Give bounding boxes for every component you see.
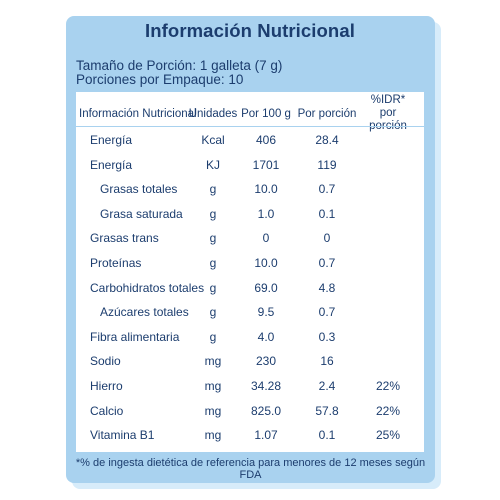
nutrient-unit: g xyxy=(209,206,217,221)
nutrient-name: Sodio xyxy=(90,354,121,369)
header-units: Unidades xyxy=(188,108,238,120)
footnote: *% de ingesta dietética de referencia pa… xyxy=(75,457,426,481)
serving-size: Tamaño de Porción: 1 galleta (7 g) xyxy=(76,58,283,73)
nutrient-unit: mg xyxy=(204,403,222,418)
nutrient-name: Grasas totales xyxy=(100,182,178,197)
nutrient-idr: 22% xyxy=(375,403,401,418)
nutrient-name: Vitamina B1 xyxy=(90,428,155,443)
nutrient-per-100g: 69.0 xyxy=(254,280,278,295)
header-nutrient: Información Nutricional xyxy=(79,108,197,120)
nutrient-per-portion: 57.8 xyxy=(315,403,339,418)
table-row: Sodio mg 230 16 xyxy=(76,349,424,374)
nutrient-idr: 22% xyxy=(375,379,401,393)
label-title: Información Nutricional xyxy=(145,20,355,41)
nutrient-name: Proteínas xyxy=(90,256,142,270)
nutrient-per-portion: 0.3 xyxy=(318,329,336,344)
nutrient-unit: g xyxy=(209,256,217,270)
table-row: Azúcares totales g 9.5 0.7 xyxy=(76,300,424,325)
nutrient-per-100g: 0 xyxy=(262,231,270,246)
nutrient-idr: 25% xyxy=(375,428,401,443)
nutrient-per-portion: 16 xyxy=(320,354,334,369)
table-row: Energía KJ 1701 119 xyxy=(76,153,424,178)
nutrient-per-100g: 34.28 xyxy=(250,379,282,393)
table-row: Proteínas g 10.0 0.7 xyxy=(76,251,424,276)
nutrient-unit: mg xyxy=(204,354,222,369)
table-row: Grasa saturada g 1.0 0.1 xyxy=(76,202,424,227)
nutrient-name: Grasa saturada xyxy=(100,206,183,221)
nutrient-per-100g: 825.0 xyxy=(250,403,282,418)
nutrient-per-portion: 4.8 xyxy=(318,280,336,295)
nutrient-per-100g: 1.0 xyxy=(257,206,275,221)
table-row: Carbohidratos totales g 69.0 4.8 xyxy=(76,276,424,301)
nutrient-name: Energía xyxy=(90,133,133,147)
nutrient-name: Calcio xyxy=(90,403,124,418)
header-divider xyxy=(76,126,424,127)
nutrient-per-portion: 28.4 xyxy=(315,133,339,147)
nutrient-per-100g: 4.0 xyxy=(257,329,275,344)
nutrient-name: Azúcares totales xyxy=(100,305,189,320)
nutrient-unit: g xyxy=(209,305,217,320)
nutrient-per-100g: 1701 xyxy=(252,157,280,172)
nutrient-per-100g: 1.07 xyxy=(254,428,278,443)
nutrient-unit: g xyxy=(209,329,217,344)
nutrient-per-portion: 0.1 xyxy=(318,428,336,443)
nutrient-name: Hierro xyxy=(90,379,123,393)
nutrient-name: Grasas trans xyxy=(90,231,159,246)
nutrient-per-portion: 0 xyxy=(323,231,331,246)
nutrient-unit: g xyxy=(209,231,217,246)
nutrient-per-100g: 406 xyxy=(255,133,277,147)
nutrient-name: Fibra alimentaria xyxy=(90,329,180,344)
nutrient-per-100g: 10.0 xyxy=(254,256,278,270)
nutrient-unit: KJ xyxy=(205,157,220,172)
table-row: Fibra alimentaria g 4.0 0.3 xyxy=(76,325,424,350)
nutrition-table xyxy=(76,92,424,452)
header-per-portion: Por porción xyxy=(297,108,357,120)
nutrient-per-100g: 10.0 xyxy=(254,182,278,197)
nutrient-per-portion: 119 xyxy=(317,157,337,172)
nutrient-per-portion: 0.7 xyxy=(318,182,336,197)
nutrient-unit: mg xyxy=(204,428,222,443)
nutrient-per-100g: 9.5 xyxy=(257,305,275,320)
table-row: Grasas totales g 10.0 0.7 xyxy=(76,177,424,202)
table-row: Hierro mg 34.28 2.4 22% xyxy=(76,374,424,399)
nutrient-unit: g xyxy=(209,182,217,197)
nutrient-per-portion: 2.4 xyxy=(318,379,336,393)
nutrient-unit: Kcal xyxy=(201,133,225,147)
nutrient-per-portion: 0.7 xyxy=(318,305,336,320)
nutrient-unit: g xyxy=(209,280,217,295)
nutrient-name: Energía xyxy=(90,157,133,172)
nutrient-per-portion: 0.7 xyxy=(318,256,336,270)
header-per-100g: Por 100 g xyxy=(241,108,291,120)
servings-per-pack: Porciones por Empaque: 10 xyxy=(76,72,244,87)
nutrient-per-100g: 230 xyxy=(255,354,277,369)
table-row: Energía Kcal 406 28.4 xyxy=(76,128,424,153)
table-row: Grasas trans g 0 0 xyxy=(76,226,424,251)
table-row: Vitamina B1 mg 1.07 0.1 25% xyxy=(76,423,424,448)
table-row: Calcio mg 825.0 57.8 22% xyxy=(76,399,424,424)
nutrient-name: Carbohidratos totales xyxy=(90,280,205,295)
nutrient-per-portion: 0.1 xyxy=(318,206,336,221)
nutrient-unit: mg xyxy=(204,379,222,393)
